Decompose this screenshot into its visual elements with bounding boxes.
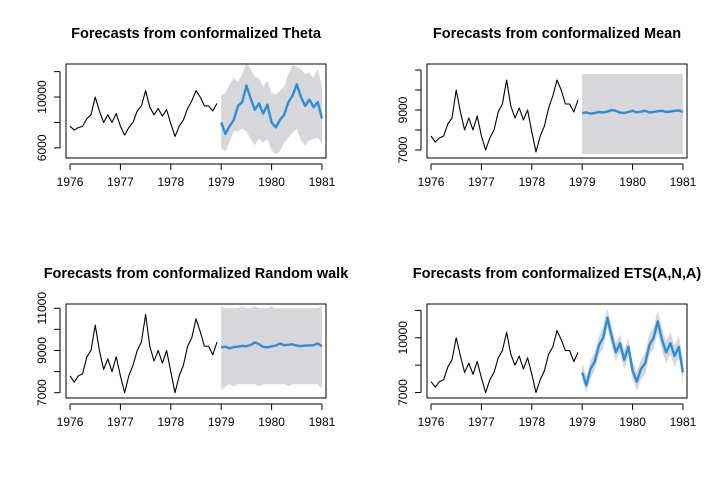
x-tick-label: 1980 — [619, 175, 646, 189]
y-tick-label: 9000 — [396, 96, 410, 123]
x-tick-label: 1977 — [468, 415, 495, 429]
y-tick-label: 6000 — [35, 134, 49, 161]
chart-panel-4: Forecasts from conformalized ETS(A,N,A) 1… — [396, 266, 701, 429]
chart-panel-1: Forecasts from conformalized Theta 1976 19… — [35, 26, 336, 189]
x-tick-label: 1977 — [107, 175, 134, 189]
x-tick-label: 1981 — [309, 175, 336, 189]
plot-frame — [65, 303, 327, 399]
x-tick-label: 1978 — [518, 175, 545, 189]
forecast-series-line — [220, 83, 324, 136]
history-series-line — [430, 79, 579, 153]
forecast-series-line — [221, 341, 323, 350]
x-tick-label: 1978 — [157, 175, 184, 189]
x-tick-label: 1980 — [258, 415, 285, 429]
plot-frame — [426, 63, 688, 159]
y-tick-label: 11000 — [35, 292, 49, 325]
x-tick-label: 1976 — [57, 175, 84, 189]
x-tick-label: 1978 — [157, 415, 184, 429]
y-tick-label: 7000 — [396, 136, 410, 163]
chart-panel-3: Forecasts from conformalized Random walk… — [35, 266, 349, 429]
y-tick-label: 7000 — [396, 379, 410, 406]
chart-title: Forecasts from conformalized ETS(A,N,A) — [413, 266, 702, 282]
chart-title: Forecasts from conformalized Mean — [433, 26, 681, 42]
history-series-line — [430, 329, 579, 394]
history-series-line — [69, 314, 218, 394]
y-tick-label: 10000 — [35, 80, 49, 114]
x-tick-label: 1976 — [418, 415, 445, 429]
plot-frame — [426, 303, 688, 399]
x-tick-label: 1976 — [57, 415, 84, 429]
prediction-interval-band — [582, 74, 683, 154]
chart-title: Forecasts from conformalized Random walk — [44, 266, 350, 282]
y-tick-label: 9000 — [35, 337, 49, 364]
x-tick-label: 1978 — [518, 415, 545, 429]
x-tick-label: 1979 — [208, 175, 235, 189]
y-tick-label: 10000 — [396, 321, 410, 355]
plot-frame — [65, 63, 327, 159]
chart-title: Forecasts from conformalized Theta — [71, 26, 322, 42]
x-tick-label: 1979 — [569, 175, 596, 189]
x-tick-label: 1981 — [670, 415, 697, 429]
x-tick-label: 1980 — [258, 175, 285, 189]
x-tick-label: 1976 — [418, 175, 445, 189]
x-tick-label: 1980 — [619, 415, 646, 429]
x-tick-label: 1977 — [468, 175, 495, 189]
history-series-line — [69, 90, 218, 137]
prediction-interval-band — [582, 308, 683, 393]
y-tick-label: 7000 — [35, 379, 49, 406]
x-tick-label: 1979 — [569, 415, 596, 429]
prediction-interval-band — [221, 306, 322, 391]
x-tick-label: 1981 — [670, 175, 697, 189]
chart-panel-2: Forecasts from conformalized Mean 1976 197… — [396, 26, 697, 189]
forecast-series-line — [582, 108, 684, 115]
forecast-series-line — [581, 316, 685, 387]
x-tick-label: 1977 — [107, 415, 134, 429]
x-tick-label: 1981 — [309, 415, 336, 429]
x-tick-label: 1979 — [208, 415, 235, 429]
